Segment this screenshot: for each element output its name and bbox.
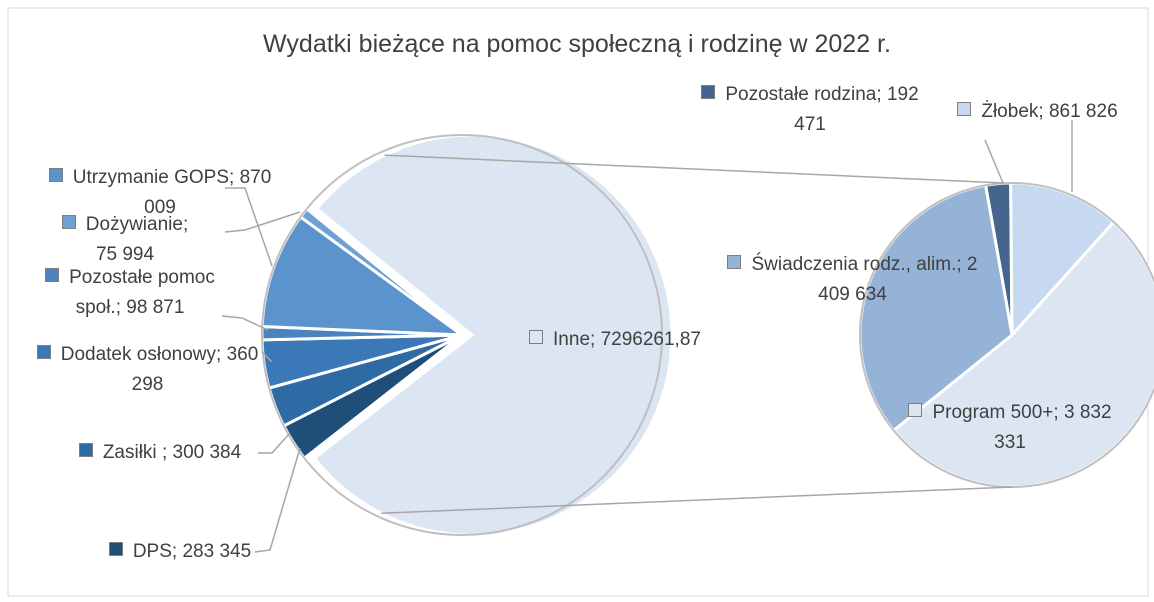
legend-key (61, 215, 76, 229)
leader-line (258, 432, 291, 454)
label-separator: ; (115, 297, 121, 318)
label-separator: ; (1038, 101, 1044, 122)
data-label: Dożywianie; 75 994 (55, 210, 195, 270)
label-separator: ; (229, 167, 235, 188)
label-value: 3 832 331 (994, 402, 1112, 453)
label-category: Program 500+ (932, 402, 1054, 423)
label-value: 300 384 (172, 442, 242, 463)
label-separator: ; (161, 442, 168, 463)
data-label: Pozostałe pomoc społ.; 98 871 (20, 263, 240, 323)
data-label: Utrzymanie GOPS; 870 009 (40, 163, 280, 223)
leader-line (225, 187, 273, 267)
data-label: DPS; 283 345 (80, 537, 280, 567)
label-category: Zasiłki (102, 442, 162, 463)
data-label: Żłobek; 861 826 (925, 97, 1150, 127)
label-category: Dożywianie (85, 214, 183, 235)
label-category: Świadczenia rodz., alim. (751, 254, 957, 275)
label-value: 2 409 634 (818, 254, 978, 305)
label-separator: ; (171, 541, 178, 562)
label-separator: ; (216, 344, 222, 365)
label-category: Dodatek osłonowy (60, 344, 216, 365)
label-category: Inne (553, 329, 591, 350)
legend-key (48, 168, 63, 182)
label-value: 861 826 (1048, 101, 1118, 122)
legend-key (108, 542, 123, 556)
label-category: Pozostałe rodzina (725, 84, 877, 105)
legend-key (957, 102, 972, 116)
data-label: Pozostałe rodzina; 192 471 (690, 80, 930, 140)
label-category: Utrzymanie GOPS (72, 167, 229, 188)
label-value: 360 298 (131, 344, 259, 395)
legend-key (45, 268, 60, 282)
leader-line (221, 315, 269, 331)
label-value: 75 994 (95, 244, 155, 265)
data-label: Świadczenia rodz., alim.; 2 409 634 (725, 250, 980, 310)
label-value: 98 871 (126, 297, 185, 318)
label-category: Pozostałe pomoc społ. (69, 267, 215, 318)
label-value: 870 009 (144, 167, 272, 218)
label-separator: ; (590, 329, 596, 350)
data-label: Inne; 7296261,87 (525, 325, 705, 355)
chart-title: Wydatki bieżące na pomoc społeczną i rod… (263, 30, 891, 58)
data-label: Dodatek osłonowy; 360 298 (20, 340, 275, 400)
pie-rim (261, 134, 663, 536)
connector-line (384, 154, 1005, 184)
pie-slice (312, 133, 674, 537)
legend-key (908, 403, 923, 417)
leader-line (224, 211, 301, 233)
legend-key (78, 443, 93, 457)
legend-key (36, 345, 51, 359)
label-separator: ; (182, 214, 189, 235)
connector-line (381, 486, 1013, 515)
legend-key (701, 85, 716, 99)
label-separator: ; (956, 254, 962, 275)
label-separator: ; (876, 84, 882, 105)
legend-key (529, 330, 544, 344)
leader-line (261, 351, 273, 363)
label-value: 283 345 (182, 541, 252, 562)
legend-key (727, 255, 742, 269)
data-label: Program 500+; 3 832 331 (905, 398, 1115, 458)
data-label: Zasiłki ; 300 384 (50, 438, 270, 468)
label-category: DPS (132, 541, 172, 562)
label-value: 192 471 (794, 84, 919, 135)
label-category: Żłobek (981, 101, 1039, 122)
leader-line (984, 139, 1004, 184)
label-value: 7296261,87 (600, 329, 701, 350)
leader-line (254, 447, 301, 553)
label-separator: ; (1053, 402, 1059, 423)
